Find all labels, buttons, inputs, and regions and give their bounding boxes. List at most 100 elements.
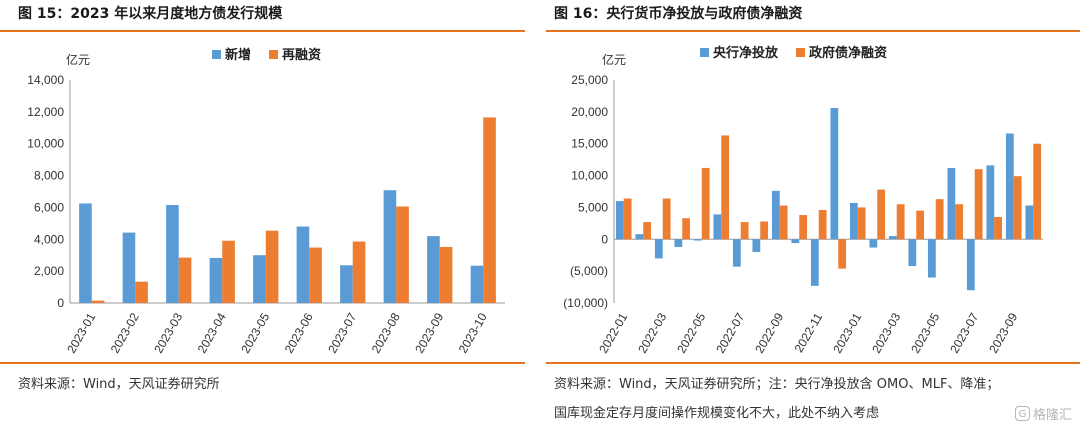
left-title-rule — [0, 30, 525, 32]
left-bar-0-2023-07 — [340, 265, 353, 303]
right-y-tick-label: 0 — [601, 232, 608, 246]
right-x-tick-label: 2022-03 — [635, 310, 669, 355]
left-legend-swatch-0 — [212, 50, 221, 59]
right-bar-1-2022-02 — [643, 222, 652, 240]
right-bar-0-2022-08 — [752, 239, 761, 253]
right-x-tick-label: 2023-09 — [986, 310, 1020, 355]
left-bar-1-2023-02 — [135, 281, 148, 303]
left-y-tick-label: 14,000 — [27, 73, 64, 87]
right-y-tick-label: (10,000) — [563, 296, 608, 310]
left-figure-title: 图 15：2023 年以来月度地方债发行规模 — [18, 6, 283, 22]
left-bar-0-2023-10 — [470, 265, 484, 303]
right-y-tick-label: 25,000 — [571, 73, 608, 87]
right-unit-label: 亿元 — [602, 52, 626, 67]
left-x-tick-label: 2023-02 — [108, 310, 142, 355]
left-y-tick-label: 8,000 — [34, 169, 64, 183]
right-bar-0-2023-01 — [849, 202, 858, 240]
left-y-tick-label: 0 — [57, 296, 64, 310]
right-legend-swatch-0 — [700, 48, 709, 57]
left-bar-0-2023-01 — [79, 203, 92, 303]
right-bar-0-2023-02 — [869, 239, 878, 248]
left-x-tick-label: 2023-04 — [195, 310, 229, 355]
right-bar-1-2023-03 — [896, 204, 905, 240]
left-y-tick-label: 12,000 — [27, 105, 64, 119]
right-x-tick-label: 2023-01 — [830, 310, 864, 355]
left-bar-0-2023-08 — [383, 190, 397, 303]
watermark-logo-icon: G — [1014, 406, 1030, 421]
right-bar-0-2022-09 — [771, 190, 780, 240]
right-y-tick-label: 10,000 — [571, 169, 608, 183]
left-x-tick-label: 2023-06 — [282, 310, 316, 355]
right-bar-chart: 亿元 央行净投放 政府债净融资 (10,000) (5,000) 0 5,000 10,000… — [563, 45, 1043, 356]
right-bar-0-2023-04 — [908, 239, 917, 267]
left-legend-label-1: 再融资 — [282, 47, 321, 62]
left-x-tick-label: 2023-08 — [369, 310, 403, 355]
right-x-tick-label: 2023-03 — [869, 310, 903, 355]
left-bar-0-2023-05 — [253, 255, 266, 303]
left-bar-0-2023-04 — [209, 257, 223, 303]
left-x-tick-label: 2023-01 — [64, 310, 98, 355]
left-bar-1-2023-08 — [396, 206, 409, 303]
right-source-note-line2: 国库现金定存月度间操作规模变化不大，此处不纳入考虑 — [554, 406, 880, 421]
right-x-tick-label: 2022-01 — [596, 310, 630, 355]
right-bar-0-2023-07 — [966, 239, 975, 291]
watermark: G 格隆汇 — [1014, 404, 1072, 423]
left-x-tick-label: 2023-03 — [151, 310, 185, 355]
right-bar-1-2022-07 — [740, 222, 749, 240]
left-unit-label: 亿元 — [66, 52, 90, 67]
right-bar-0-2023-09 — [1005, 133, 1014, 240]
right-bar-0-2023-08 — [986, 165, 995, 240]
left-legend-label-0: 新增 — [225, 47, 251, 62]
right-legend-label-0: 央行净投放 — [713, 45, 779, 60]
right-legend-swatch-1 — [796, 48, 805, 57]
left-x-tick-label: 2023-10 — [456, 310, 490, 355]
left-source-rule — [0, 362, 525, 364]
right-bar-1-2022-03 — [662, 198, 671, 240]
right-figure-panel: 图 16：央行货币净投放与政府债净融资 亿元 央行净投放 政府债净融资 (10,000… — [546, 0, 1080, 429]
left-bar-1-2023-01 — [91, 300, 105, 303]
right-bar-1-2023-06 — [955, 204, 964, 240]
left-bar-1-2023-10 — [483, 117, 496, 304]
right-bar-1-2023-08 — [994, 216, 1003, 240]
left-y-tick-label: 4,000 — [34, 232, 64, 246]
right-bar-0-2022-01 — [615, 201, 624, 240]
right-source-note-line1: 资料来源：Wind，天风证券研究所；注：央行净投放含 OMO、MLF、降准； — [554, 377, 1000, 392]
left-bar-0-2023-06 — [296, 226, 310, 303]
right-x-tick-label: 2022-11 — [792, 310, 826, 355]
right-bar-0-2022-05 — [693, 239, 702, 241]
right-x-tick-label: 2023-05 — [908, 310, 942, 355]
left-bar-1-2023-03 — [178, 257, 192, 303]
right-bar-0-2022-02 — [635, 234, 644, 240]
right-bar-0-2022-04 — [674, 239, 683, 247]
left-bar-1-2023-09 — [439, 246, 453, 303]
right-bar-0-2022-06 — [713, 214, 722, 240]
left-x-tick-label: 2023-09 — [412, 310, 446, 355]
left-bar-0-2023-03 — [166, 205, 179, 303]
left-bar-1-2023-07 — [352, 241, 366, 303]
left-source-note: 资料来源：Wind，天风证券研究所 — [18, 377, 220, 392]
right-bar-1-2023-07 — [974, 169, 983, 240]
right-bar-1-2022-12 — [838, 239, 847, 269]
right-figure-title: 图 16：央行货币净投放与政府债净融资 — [554, 6, 803, 22]
right-y-tick-label: 5,000 — [578, 200, 608, 214]
right-bar-0-2022-11 — [810, 239, 819, 286]
right-bar-0-2022-12 — [830, 108, 839, 240]
right-bar-1-2022-06 — [721, 135, 730, 240]
right-bar-0-2023-05 — [927, 239, 936, 278]
right-bar-1-2022-09 — [779, 205, 788, 240]
right-bar-1-2022-01 — [623, 198, 632, 240]
right-bar-1-2022-04 — [682, 218, 691, 240]
right-legend-label-1: 政府债净融资 — [809, 45, 887, 60]
right-y-tick-label: (5,000) — [570, 264, 608, 278]
right-title-rule — [546, 30, 1080, 32]
left-y-tick-label: 10,000 — [27, 137, 64, 151]
left-legend-swatch-1 — [269, 50, 278, 59]
right-x-tick-label: 2022-09 — [752, 310, 786, 355]
watermark-text: 格隆汇 — [1032, 408, 1072, 423]
right-bar-0-2022-07 — [732, 239, 741, 267]
right-bar-1-2023-04 — [916, 210, 925, 240]
left-bar-0-2023-02 — [122, 232, 136, 303]
right-y-tick-label: 15,000 — [571, 137, 608, 151]
right-bar-1-2022-05 — [701, 167, 710, 240]
left-bar-0-2023-09 — [427, 236, 440, 303]
